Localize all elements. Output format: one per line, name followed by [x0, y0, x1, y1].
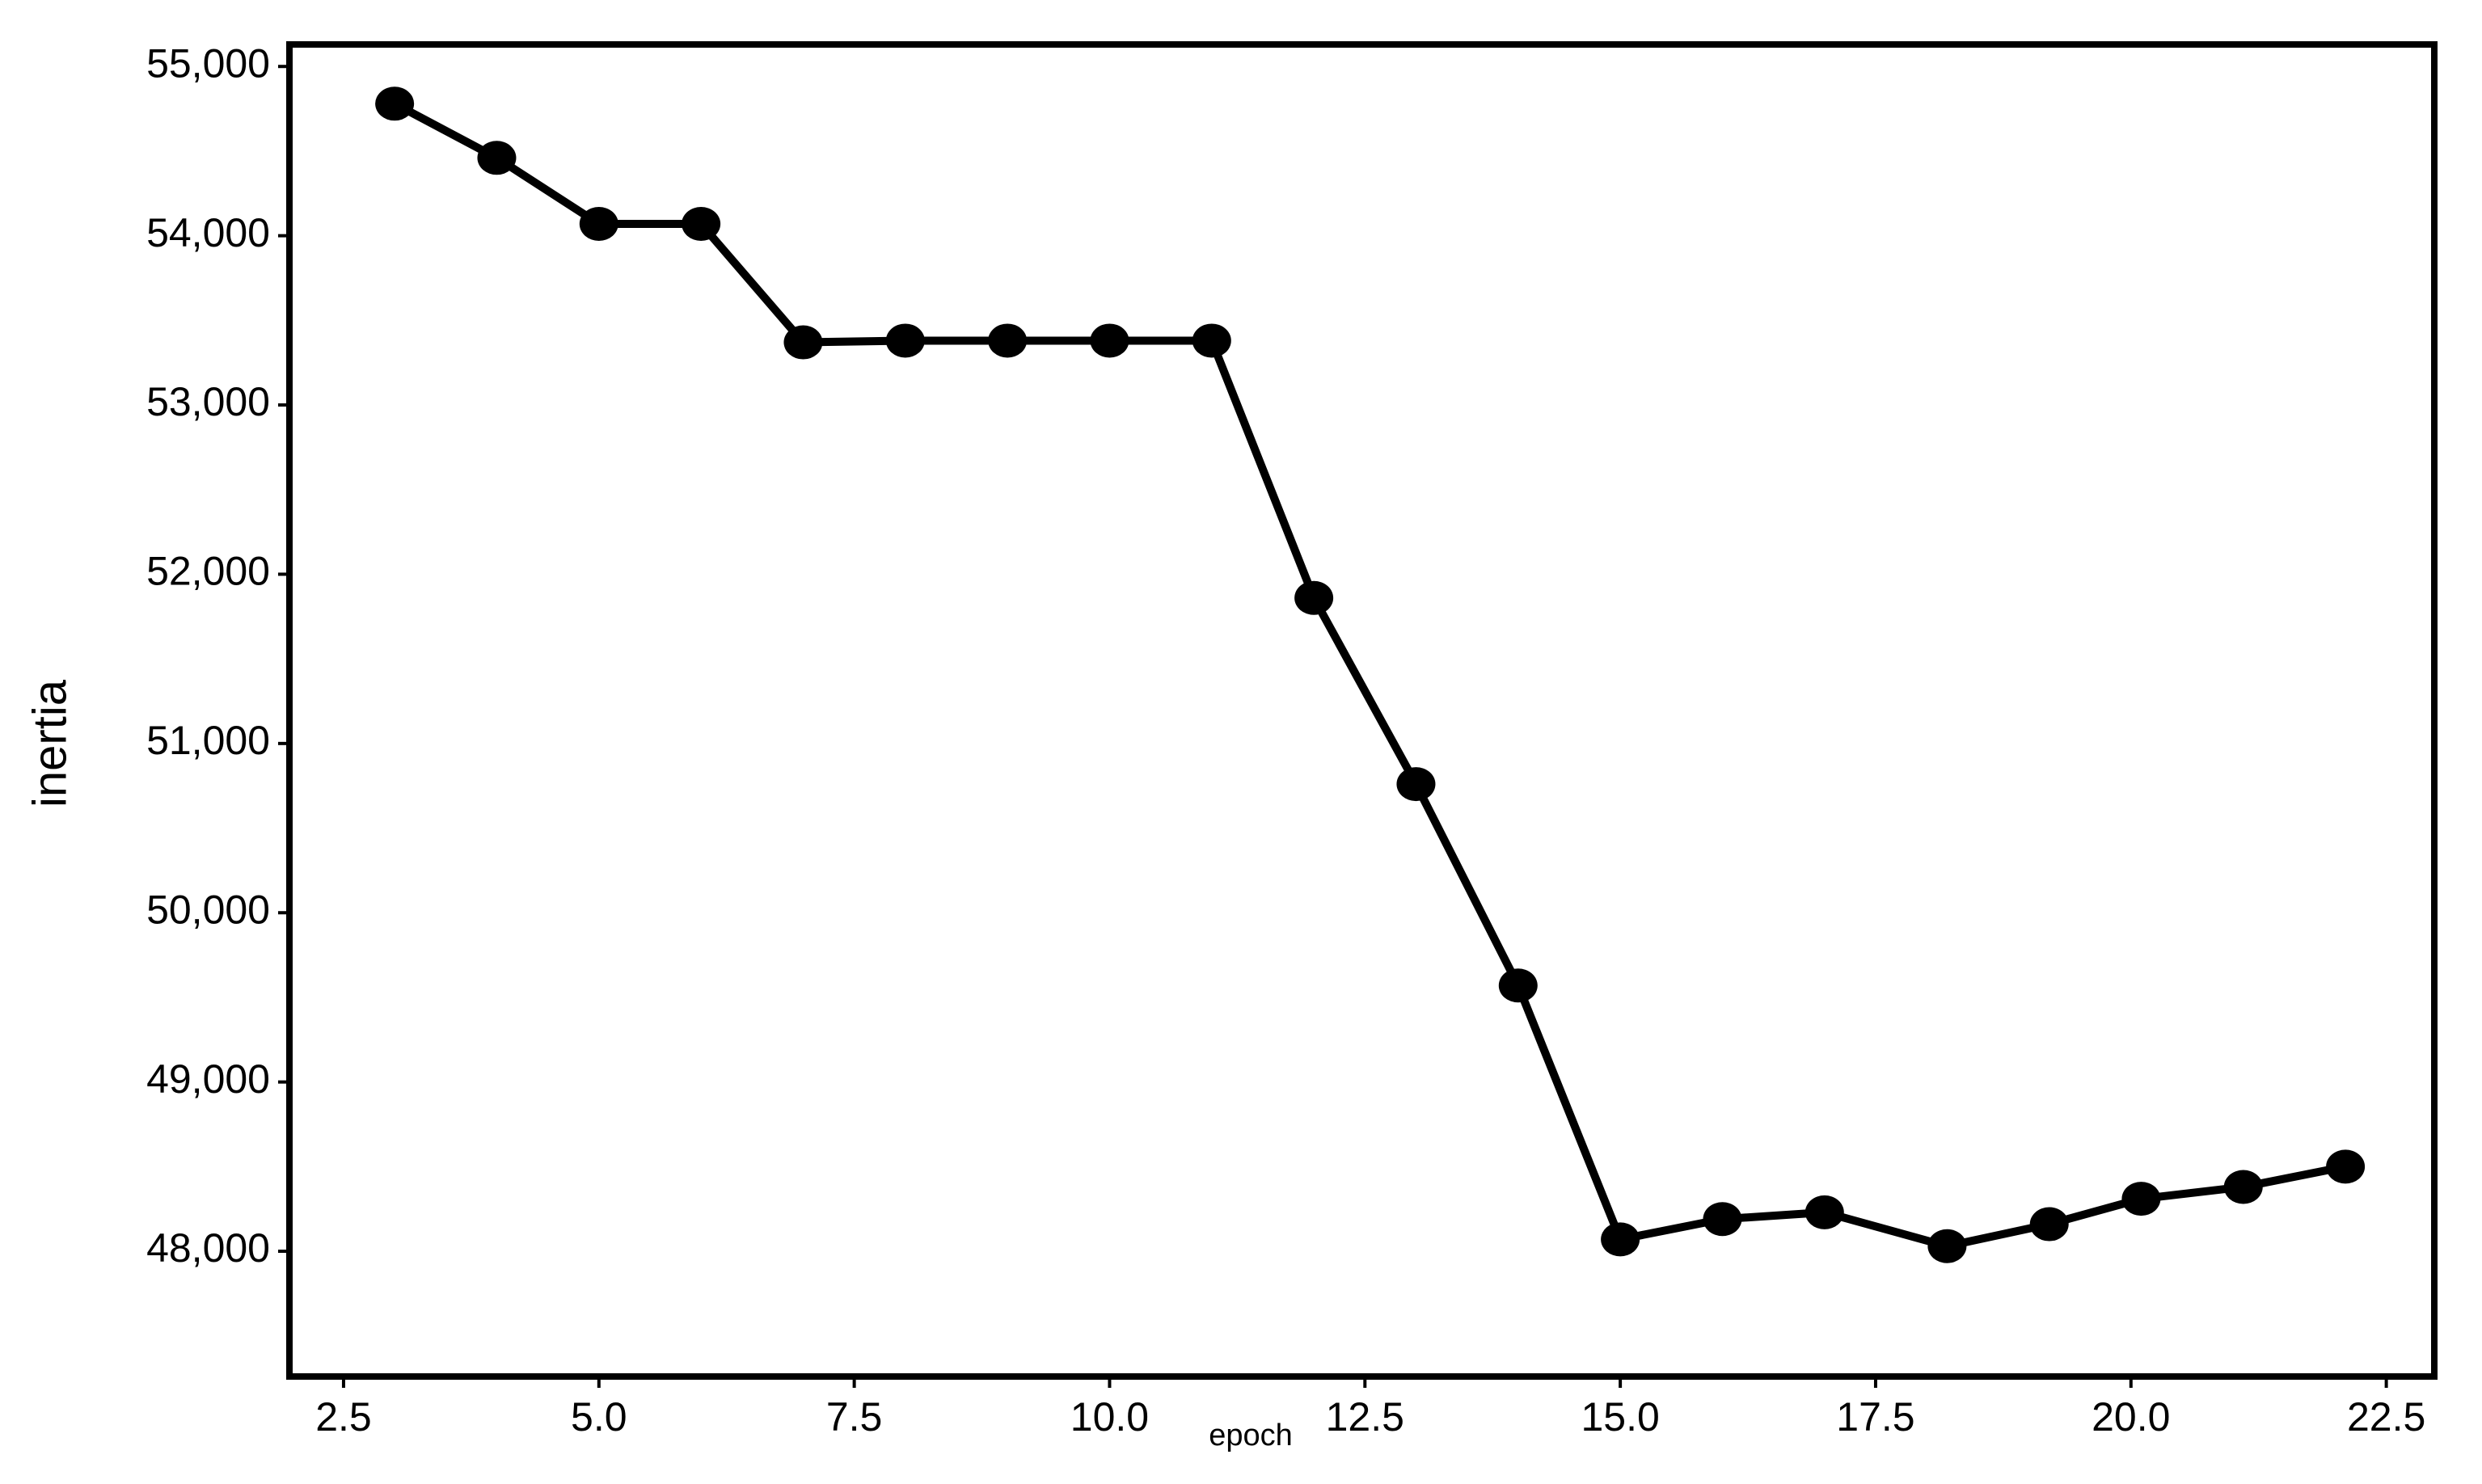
point — [1601, 1222, 1640, 1257]
point — [1927, 1229, 1967, 1263]
point — [1294, 580, 1334, 615]
y-tick-label: 49,000 — [146, 1056, 270, 1102]
point — [2326, 1149, 2366, 1184]
y-tick-label: 48,000 — [146, 1225, 270, 1271]
y-tick-label: 54,000 — [146, 210, 270, 255]
x-tick-label: 7.5 — [826, 1394, 883, 1440]
point — [1192, 323, 1231, 358]
x-tick-label: 20.0 — [2092, 1394, 2170, 1440]
point — [2121, 1182, 2161, 1216]
point — [682, 206, 721, 241]
x-tick-label: 22.5 — [2347, 1394, 2425, 1440]
point — [2223, 1170, 2263, 1204]
point — [2029, 1207, 2069, 1242]
point — [1396, 767, 1436, 802]
y-axis-label: inertia — [23, 679, 76, 807]
y-tick-label: 53,000 — [146, 379, 270, 424]
x-tick-label: 15.0 — [1581, 1394, 1659, 1440]
y-tick-label: 50,000 — [146, 887, 270, 932]
x-axis-label: epoch — [1209, 1419, 1293, 1452]
point — [477, 141, 517, 175]
x-tick-label: 12.5 — [1326, 1394, 1404, 1440]
point — [783, 325, 823, 360]
y-tick-label: 55,000 — [146, 40, 270, 86]
point — [1090, 323, 1129, 358]
point — [988, 323, 1028, 358]
point — [1805, 1195, 1844, 1229]
point — [1498, 968, 1538, 1003]
point — [579, 206, 618, 241]
point — [1703, 1202, 1742, 1237]
point — [375, 86, 415, 121]
y-tick-label: 51,000 — [146, 718, 270, 763]
x-tick-label: 2.5 — [315, 1394, 372, 1440]
point — [885, 323, 925, 358]
x-tick-label: 17.5 — [1836, 1394, 1914, 1440]
x-tick-label: 5.0 — [571, 1394, 627, 1440]
x-tick-label: 10.0 — [1070, 1394, 1149, 1440]
y-tick-label: 52,000 — [146, 549, 270, 594]
plot-frame — [286, 41, 2438, 1380]
